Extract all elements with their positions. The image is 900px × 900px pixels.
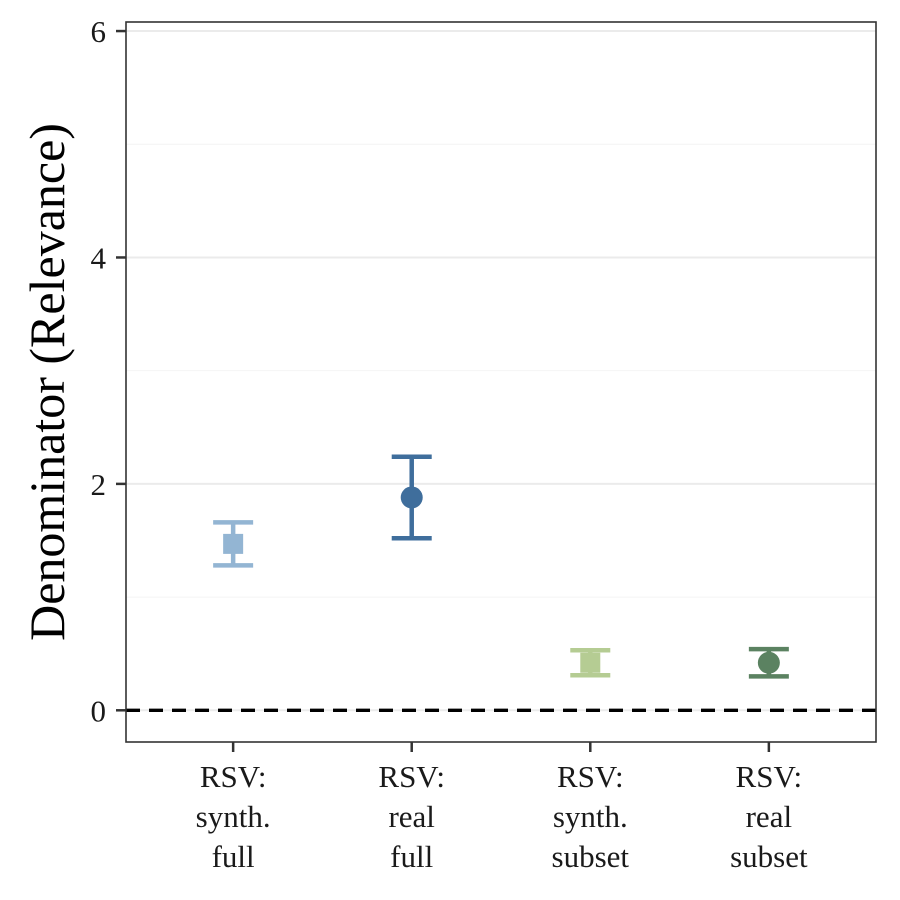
point-marker-circle bbox=[757, 651, 780, 674]
data-point-group bbox=[213, 520, 254, 568]
point-marker-circle bbox=[400, 486, 423, 509]
x-tick-label-line: full bbox=[390, 839, 433, 874]
y-tick-label: 0 bbox=[91, 693, 107, 728]
data-point-group bbox=[748, 646, 789, 679]
x-tick-label-line: RSV: bbox=[200, 759, 267, 794]
x-tick-label-line: synth. bbox=[553, 799, 628, 834]
x-tick-label: RSV: real subset bbox=[730, 759, 808, 874]
x-tick-label-line: RSV: bbox=[378, 759, 445, 794]
data-point-group bbox=[391, 454, 432, 541]
x-tick-label-line: RSV: bbox=[736, 759, 803, 794]
y-tick-label: 6 bbox=[91, 14, 107, 49]
x-tick-label-line: full bbox=[212, 839, 255, 874]
point-marker-square bbox=[580, 652, 601, 673]
plot-panel-border bbox=[125, 21, 877, 743]
x-tick-label-line: real bbox=[388, 799, 434, 834]
data-point-group bbox=[570, 648, 611, 678]
x-tick-label: RSV: synth. subset bbox=[552, 759, 630, 874]
y-tick-label: 4 bbox=[91, 240, 107, 275]
data-marks bbox=[213, 454, 789, 679]
y-axis-title: Denominator (Relevance) bbox=[19, 123, 75, 641]
x-tick-label-line: synth. bbox=[196, 799, 271, 834]
y-tick-label: 2 bbox=[91, 467, 107, 502]
x-tick-label-line: subset bbox=[552, 839, 630, 874]
x-tick-label-line: RSV: bbox=[557, 759, 624, 794]
x-tick-label-line: real bbox=[746, 799, 792, 834]
x-tick-label: RSV: synth. full bbox=[196, 759, 271, 874]
x-tick-label: RSV: real full bbox=[378, 759, 445, 874]
y-axis: 0 2 4 6 bbox=[91, 14, 126, 728]
plot-background bbox=[126, 22, 876, 742]
x-axis: RSV: synth. full RSV: real full RSV: synth. subs… bbox=[196, 742, 808, 874]
point-marker-square bbox=[223, 533, 244, 554]
x-tick-label-line: subset bbox=[730, 839, 808, 874]
